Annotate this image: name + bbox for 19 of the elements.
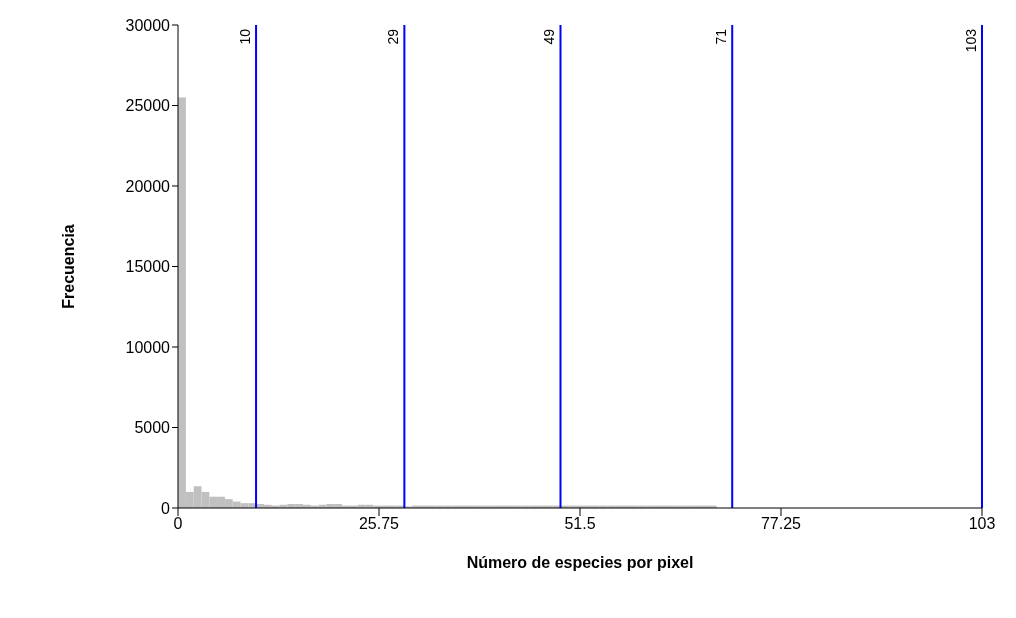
y-tick-label: 10000 [125,338,171,356]
x-tick-label: 51.5 [564,515,596,533]
y-tick-label: 30000 [125,16,171,34]
ref-line-label: 10 [237,28,254,45]
ref-line-label: 29 [385,28,402,45]
y-tick-label: 5000 [134,419,171,437]
x-tick-label: 103 [968,515,996,533]
y-tick-label: 15000 [125,258,171,276]
y-tick-label: 20000 [125,177,171,195]
x-axis-title: Número de especies por pixel [466,554,694,571]
y-tick-label: 25000 [125,97,171,115]
x-tick-label: 0 [173,515,183,533]
y-axis-title: Frecuencia [59,224,77,309]
x-tick-label: 77.25 [760,515,802,533]
ref-line-label: 103 [963,28,979,53]
y-tick-label: 0 [161,499,171,517]
x-tick-label: 25.75 [358,515,400,533]
ref-line-label: 71 [713,28,730,45]
ref-line-label: 49 [541,28,558,45]
